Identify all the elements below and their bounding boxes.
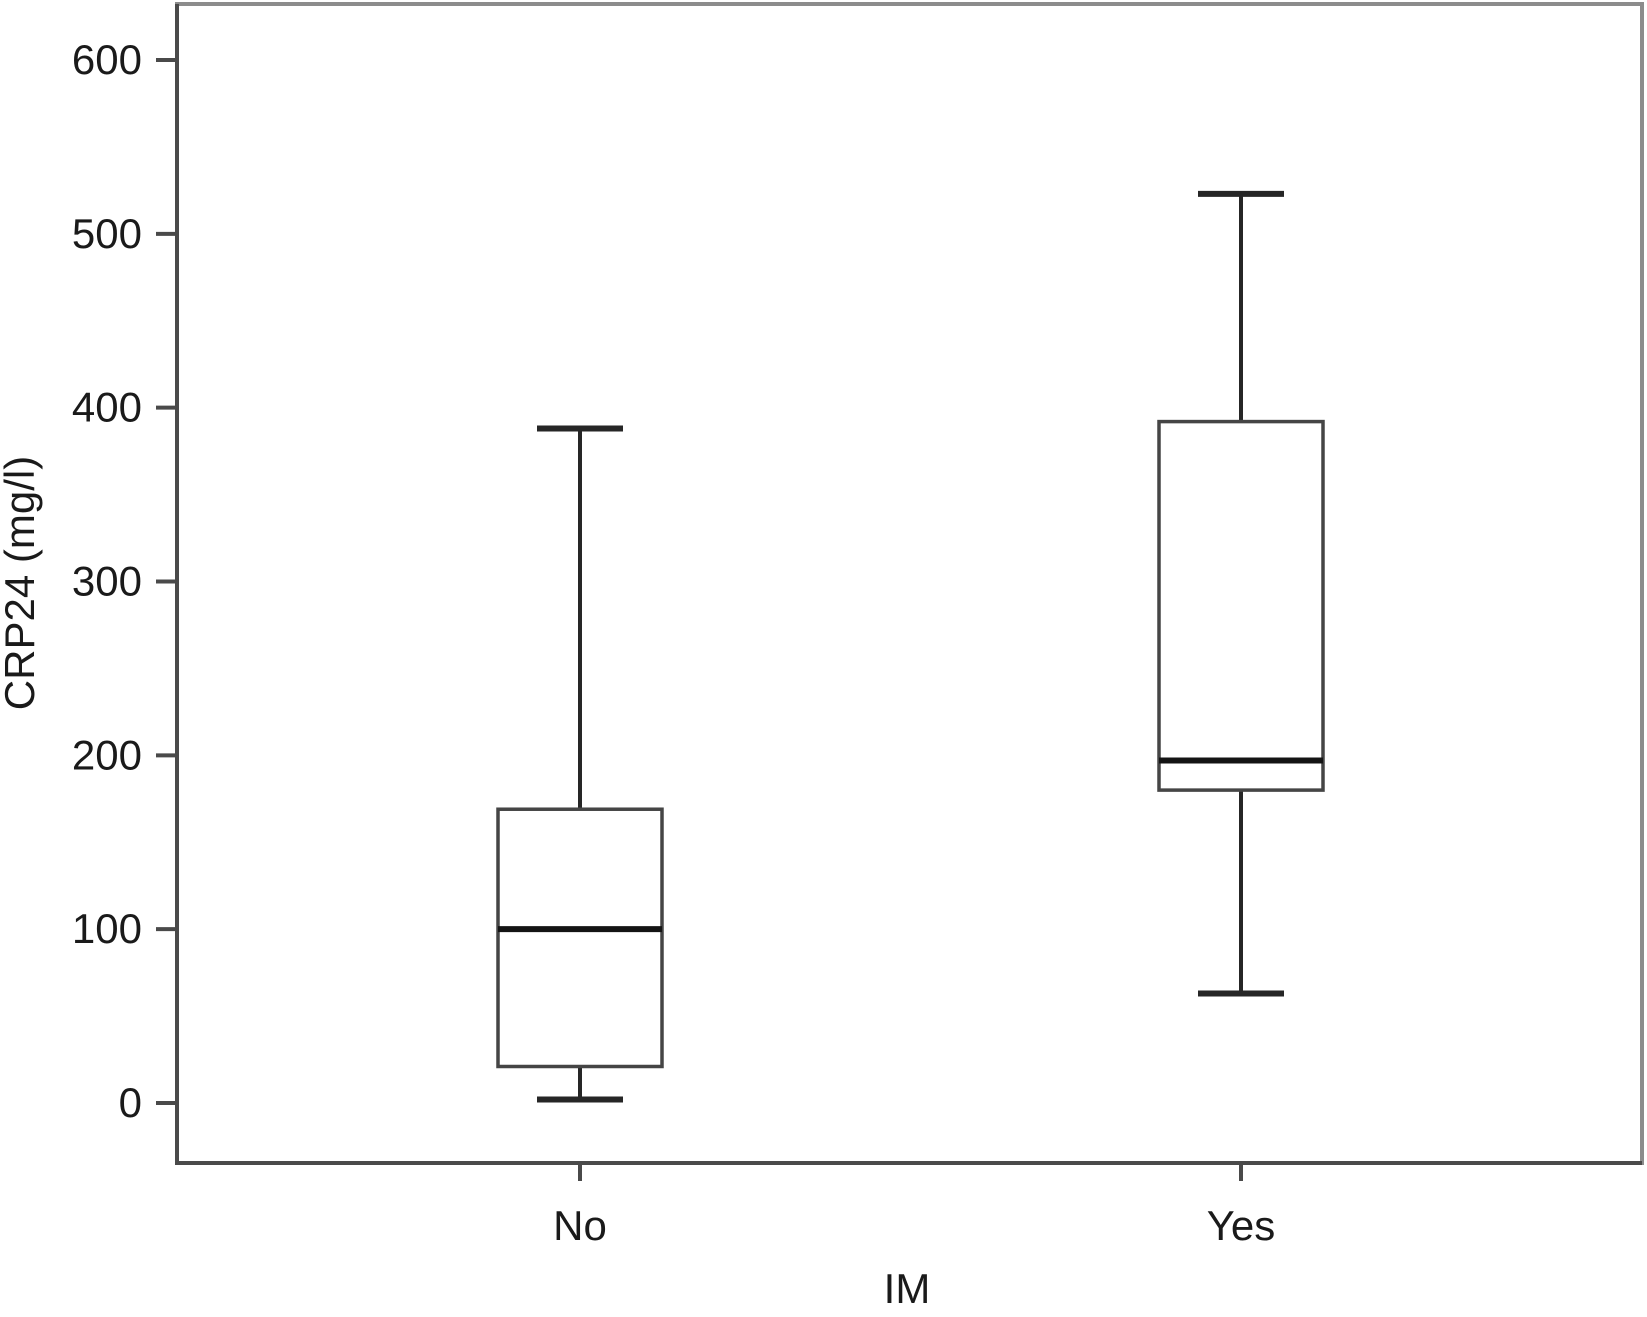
y-tick-label: 500 [72,210,142,257]
y-tick-label: 300 [72,558,142,605]
y-axis-title: CRP24 (mg/l) [0,456,43,710]
x-category-label-yes: Yes [1207,1202,1276,1249]
iqr-box-yes [1157,419,1325,792]
y-tick-label: 100 [72,905,142,952]
x-category-label-no: No [553,1202,607,1249]
x-axis-title: IM [884,1265,931,1312]
y-tick-label: 600 [72,36,142,83]
y-tick-label: 200 [72,731,142,778]
y-tick-label: 400 [72,384,142,431]
iqr-box-no [496,807,664,1069]
y-tick-label: 0 [119,1079,142,1126]
plot-border [175,2,1644,1165]
